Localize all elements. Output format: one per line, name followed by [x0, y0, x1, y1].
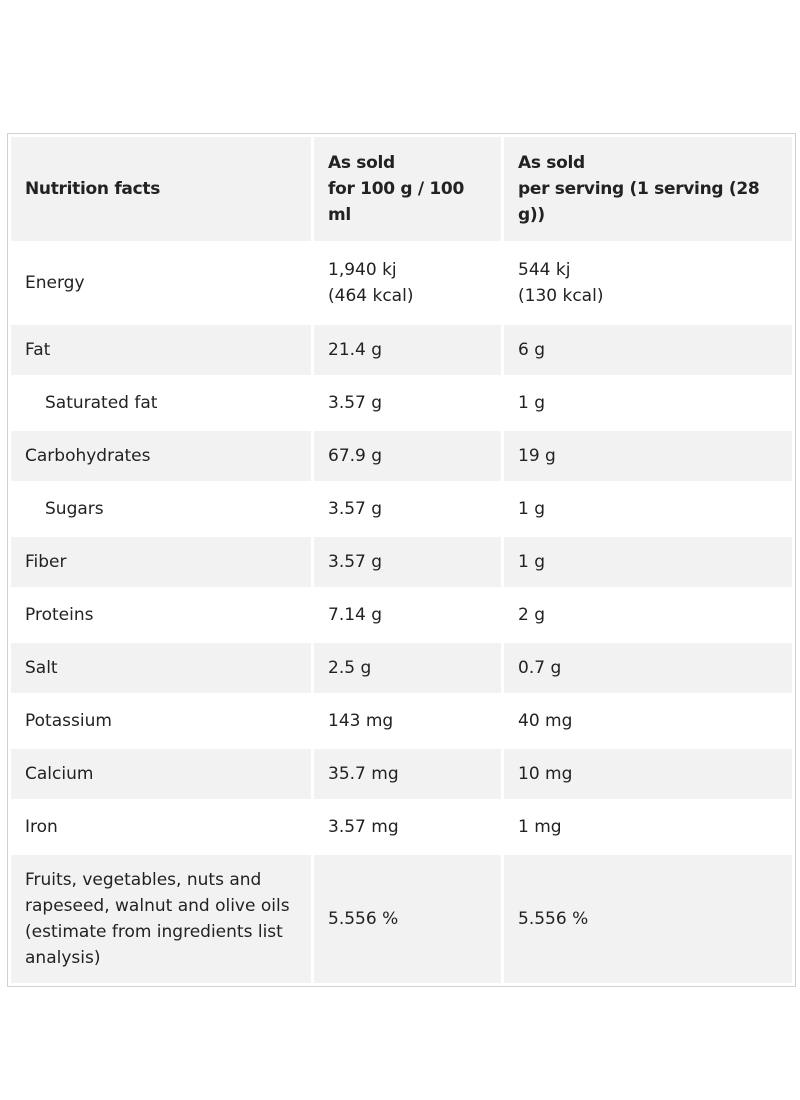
nutrient-value: 67.9 g [328, 446, 383, 466]
nutrient-value: 1 g [518, 499, 546, 519]
nutrient-value: 40 mg [518, 711, 573, 731]
nutrient-value: 7.14 g [328, 605, 383, 625]
nutrient-name: Fat [25, 340, 51, 360]
nutrition-table: Nutrition facts As sold for 100 g / 100 m… [8, 134, 795, 986]
nutrient-value: 2.5 g [328, 658, 372, 678]
table-row: Proteins 7.14 g 2 g [11, 590, 792, 640]
table-row: Calcium 35.7 mg 10 mg [11, 749, 792, 799]
nutrient-name: Iron [25, 817, 58, 837]
nutrient-value: 10 mg [518, 764, 573, 784]
table-row: Carbohydrates 67.9 g 19 g [11, 431, 792, 481]
nutrient-value: 143 mg [328, 711, 394, 731]
nutrient-name: Potassium [25, 711, 112, 731]
nutrient-name: Fruits, vegetables, nuts and rapeseed, w… [25, 870, 290, 968]
table-row: Potassium 143 mg 40 mg [11, 696, 792, 746]
nutrient-name: Fiber [25, 552, 67, 572]
header-row: Nutrition facts As sold for 100 g / 100 m… [11, 137, 792, 241]
table-row: Fat 21.4 g 6 g [11, 325, 792, 375]
nutrient-value: 21.4 g [328, 340, 383, 360]
nutrient-name: Carbohydrates [25, 446, 151, 466]
nutrient-value: 3.57 g [328, 393, 383, 413]
nutrient-value: 2 g [518, 605, 546, 625]
header-cell: As sold for 100 g / 100 ml [328, 153, 464, 225]
table-row: Salt 2.5 g 0.7 g [11, 643, 792, 693]
nutrient-value: 3.57 g [328, 552, 383, 572]
nutrient-name: Saturated fat [45, 393, 158, 413]
nutrient-value: 3.57 g [328, 499, 383, 519]
nutrient-name: Salt [25, 658, 58, 678]
nutrient-name: Energy [25, 273, 85, 293]
nutrient-value: 19 g [518, 446, 556, 466]
nutrient-value: 544 kj (130 kcal) [518, 260, 604, 306]
table-header: Nutrition facts As sold for 100 g / 100 m… [11, 137, 792, 241]
nutrient-value: 6 g [518, 340, 546, 360]
nutrient-name: Calcium [25, 764, 94, 784]
nutrition-table-frame: Nutrition facts As sold for 100 g / 100 m… [7, 133, 796, 987]
header-cell: As sold per serving (1 serving (28 g)) [518, 153, 760, 225]
nutrient-name: Sugars [45, 499, 104, 519]
table-row: Fiber 3.57 g 1 g [11, 537, 792, 587]
table-row: Fruits, vegetables, nuts and rapeseed, w… [11, 855, 792, 983]
nutrient-value: 1 g [518, 552, 546, 572]
nutrient-value: 1 mg [518, 817, 562, 837]
nutrient-value: 35.7 mg [328, 764, 399, 784]
table-row: Saturated fat 3.57 g 1 g [11, 378, 792, 428]
table-row: Iron 3.57 mg 1 mg [11, 802, 792, 852]
header-cell: Nutrition facts [25, 179, 161, 199]
nutrient-value: 0.7 g [518, 658, 562, 678]
nutrient-name: Proteins [25, 605, 94, 625]
table-body: Energy 1,940 kj (464 kcal) 544 kj (130 kca… [11, 244, 792, 983]
table-row: Sugars 3.57 g 1 g [11, 484, 792, 534]
nutrient-value: 3.57 mg [328, 817, 399, 837]
nutrient-value: 5.556 % [328, 909, 399, 929]
nutrient-value: 1,940 kj (464 kcal) [328, 260, 414, 306]
nutrient-value: 5.556 % [518, 909, 589, 929]
table-row: Energy 1,940 kj (464 kcal) 544 kj (130 kca… [11, 244, 792, 322]
nutrient-value: 1 g [518, 393, 546, 413]
